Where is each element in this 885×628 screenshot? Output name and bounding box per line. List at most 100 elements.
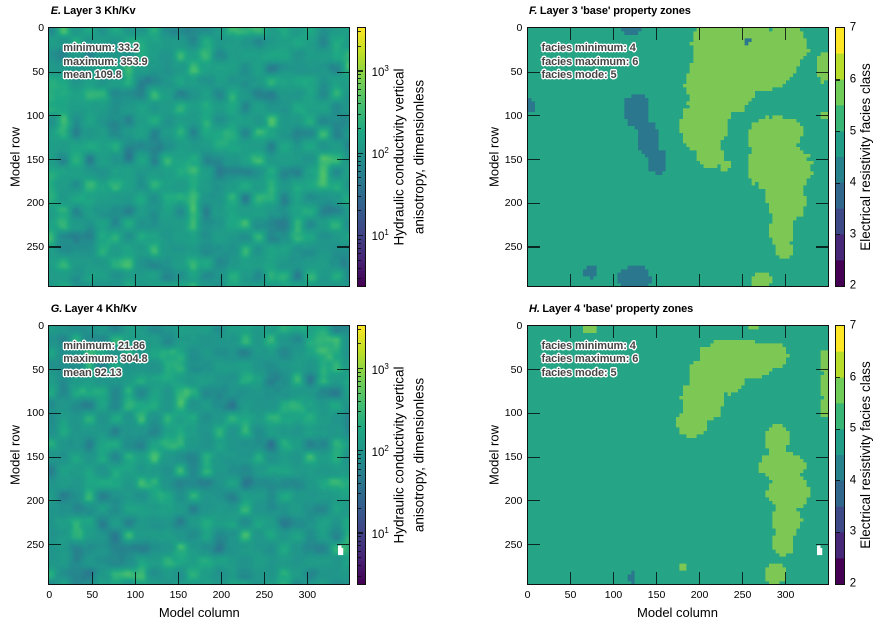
annotation-E: minimum: 33.2 maximum: 353.9 mean 109.8 [63,42,147,82]
colorbar-tick-exponent: 1 [384,228,389,238]
colorbar-tick-base: 10 [371,364,385,377]
colorbar-tick-base: 10 [371,528,385,541]
colorbar-label-F: Electrical resistivity facies class [858,63,874,252]
y-axis-label-F: Model row [486,127,501,188]
annotation-line: facies mode: 5 [541,366,617,379]
y-tick-label: 200 [26,494,45,507]
heatmap-canvas-F [527,28,828,287]
colorbar-canvas-G [357,326,366,584]
colorbar-tick-base: 10 [371,446,385,459]
x-axis-label-H: Model column [637,604,718,620]
y-tick-label: 0 [516,22,523,35]
annotation-line: facies maximum: 6 [541,55,639,68]
y-tick-label: 250 [26,240,45,253]
panel-title-G: G. Layer 4 Kh/Kv [51,303,137,315]
panel-letter-G: G. [50,302,63,315]
x-tick-label: 0 [524,588,531,601]
colorbar-tick-exponent: 1 [384,526,389,536]
annotation-line: facies minimum: 4 [541,340,636,352]
annotation-line: maximum: 353.9 [63,55,148,68]
x-tick-label: 300 [298,588,317,601]
colorbar-tick-label: 103 [372,361,389,377]
colorbar-F [835,27,845,288]
x-tick-label: 200 [212,588,231,601]
colorbar-tick-label: 5 [849,422,857,435]
colorbar-tick-label: 3 [849,228,857,241]
colorbar-E [356,27,367,288]
y-tick-label: 150 [504,451,523,464]
x-axis-label-G: Model column [158,604,240,620]
panel-title-H: H. Layer 4 'base' property zones [529,303,693,315]
colorbar-tick-base: 10 [371,231,385,244]
annotation-line: mean 92.13 [63,366,122,379]
colorbar-label-G: Hydraulic conductivity vertical anisotrop… [389,366,428,543]
colorbar-label-E: Hydraulic conductivity vertical anisotrop… [389,69,428,246]
y-tick-label: 200 [504,197,523,210]
colorbar-tick-label: 103 [372,63,389,79]
y-tick-label: 100 [504,407,523,420]
x-tick-label: 300 [776,588,795,601]
annotation-F: facies minimum: 4 facies maximum: 6 facies… [542,42,639,82]
panel-title-text-E: Layer 3 Kh/Kv [63,4,136,17]
y-tick-label: 200 [504,494,523,507]
colorbar-tick-label: 2 [849,279,857,292]
colorbar-tick-exponent: 3 [384,361,389,371]
panel-title-text-G: Layer 4 Kh/Kv [64,302,137,315]
panel-letter-E: E. [50,4,61,17]
y-tick-label: 50 [32,66,45,79]
colorbar-tick-label: 6 [849,371,857,384]
y-tick-label: 0 [38,320,45,332]
y-tick-label: 100 [26,407,45,420]
y-axis-label-H: Model row [486,425,501,485]
panel-title-text-F: Layer 3 'base' property zones [539,4,691,17]
annotation-H: facies minimum: 4 facies maximum: 6 facies… [542,340,639,380]
x-tick-label: 50 [564,588,577,601]
colorbar-H [835,325,845,585]
annotation-line: facies maximum: 6 [541,353,639,366]
plot-E: minimum: 33.2 maximum: 353.9 mean 109.8 [48,27,351,288]
colorbar-tick-label: 3 [849,525,857,538]
x-tick-label: 200 [690,588,709,601]
colorbar-label-line2: anisotropy, dimensionless [410,80,426,235]
colorbar-tick-label: 4 [849,176,857,189]
y-tick-label: 250 [26,538,45,551]
annotation-line: minimum: 21.86 [63,340,146,352]
colorbar-label-H: Electrical resistivity facies class [858,361,874,549]
colorbar-tick-label: 101 [372,228,389,244]
y-axis-label-E: Model row [7,127,23,188]
panel-letter-H: H. [529,302,540,315]
y-tick-label: 250 [504,538,523,551]
y-tick-label: 150 [26,153,45,166]
panel-title-F: F. Layer 3 'base' property zones [529,5,691,17]
annotation-line: facies minimum: 4 [541,42,636,55]
y-tick-label: 100 [26,109,45,122]
colorbar-tick-exponent: 2 [384,443,389,453]
colorbar-tick-label: 7 [849,21,857,34]
annotation-G: minimum: 21.86 maximum: 304.8 mean 92.13 [63,340,147,380]
colorbar-tick-label: 101 [372,525,389,541]
x-tick-label: 250 [733,588,752,601]
colorbar-tick-exponent: 3 [384,64,389,74]
panel-letter-F: F. [529,4,538,17]
panel-title-text-H: Layer 4 'base' property zones [542,302,694,315]
x-tick-label: 50 [86,588,99,601]
colorbar-tick-label: 102 [372,443,389,459]
y-tick-label: 50 [510,363,523,376]
colorbar-tick-base: 10 [371,66,385,79]
y-tick-label: 200 [26,197,45,210]
y-tick-label: 50 [32,363,45,376]
colorbar-tick-label: 2 [849,577,857,590]
y-tick-label: 50 [510,66,523,79]
x-tick-label: 250 [255,588,274,601]
y-tick-label: 150 [504,153,523,166]
plot-F: facies minimum: 4 facies maximum: 6 facies… [526,27,829,288]
colorbar-tick-base: 10 [371,149,385,162]
heatmap-canvas-H [527,326,828,584]
colorbar-G [356,325,367,585]
panel-title-E: E. Layer 3 Kh/Kv [51,5,136,17]
colorbar-canvas-F [836,28,844,287]
colorbar-canvas-H [836,326,844,584]
colorbar-tick-label: 102 [372,145,389,161]
plot-G: minimum: 21.86 maximum: 304.8 mean 92.13 [48,325,351,585]
